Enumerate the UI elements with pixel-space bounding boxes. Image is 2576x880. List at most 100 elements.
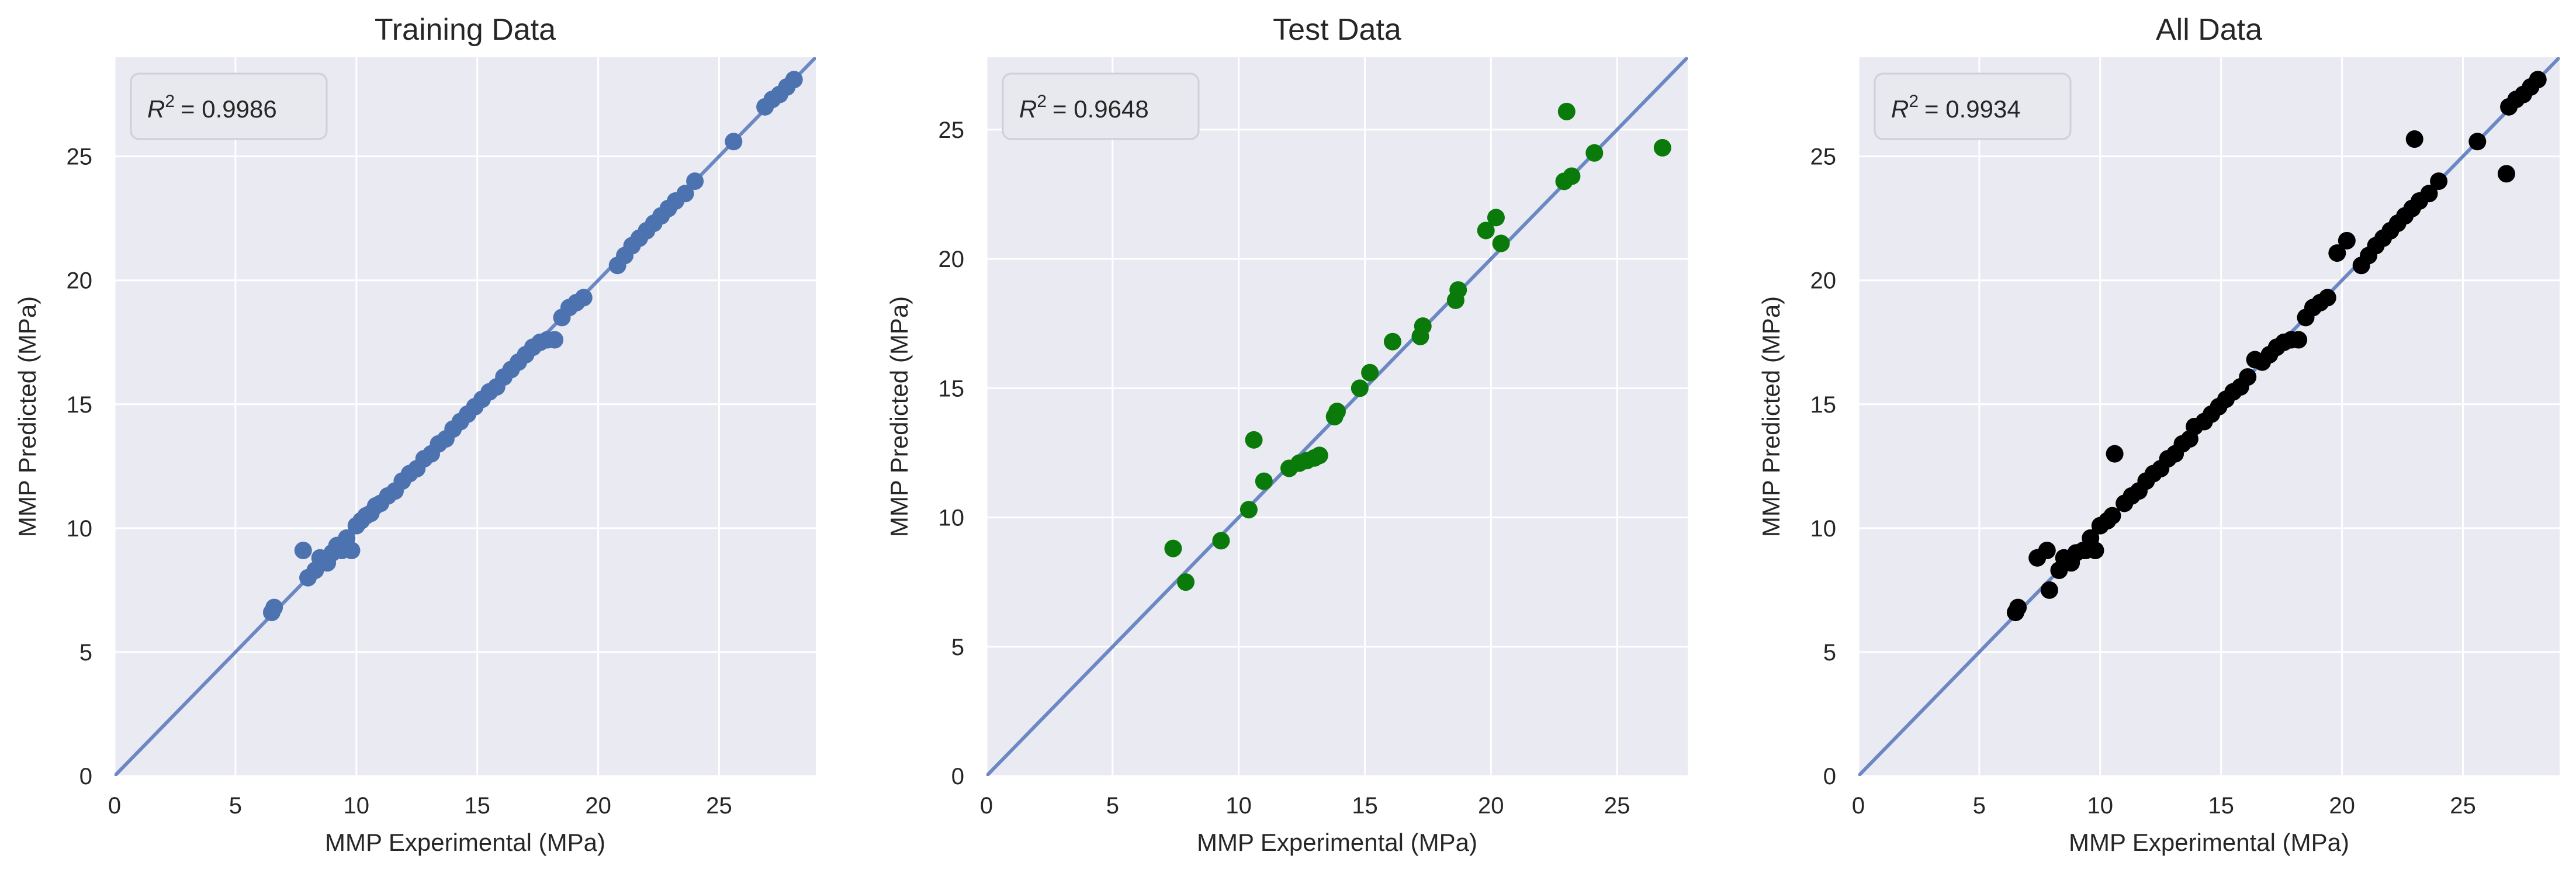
data-point (1585, 144, 1604, 162)
data-point (785, 71, 803, 89)
data-point (2086, 542, 2104, 560)
chart-panel-3: 0 5 10 15 20 25 0 5 10 15 20 25 All Data MMP Experime… (1757, 13, 2560, 856)
y-tick-label: 15 (67, 392, 93, 418)
data-point (2106, 445, 2124, 463)
x-tick-label: 0 (108, 793, 121, 819)
r2-annotation: R2 = 0.9934 (1891, 92, 2021, 123)
data-point (2318, 289, 2336, 307)
r2-exponent: 2 (1037, 92, 1047, 111)
y-tick-label: 0 (79, 764, 92, 789)
scatter-points (262, 71, 803, 622)
x-tick-label: 0 (1852, 793, 1865, 819)
data-point (1212, 532, 1230, 550)
data-point (725, 133, 743, 151)
data-point (546, 331, 564, 349)
data-point (2338, 231, 2356, 250)
y-tick-label: 20 (939, 247, 965, 272)
data-point (676, 185, 694, 203)
y-tick-label: 20 (1810, 268, 1837, 294)
x-tick-label: 15 (464, 793, 490, 819)
r2-exponent: 2 (165, 92, 175, 111)
r2-annotation-box (1002, 72, 1200, 140)
scatter-points (1164, 102, 1671, 591)
r2-symbol: R (1891, 95, 1909, 123)
r2-value: = 0.9986 (181, 95, 277, 123)
data-point (2529, 71, 2547, 89)
r2-value: = 0.9934 (1924, 95, 2021, 123)
data-point (686, 172, 704, 190)
r2-symbol: R (147, 95, 165, 123)
x-tick-label: 15 (2208, 793, 2234, 819)
r2-value: = 0.9648 (1052, 95, 1149, 123)
y-tick-label: 15 (1810, 392, 1837, 418)
y-axis-label: MMP Predicted (MPa) (1757, 296, 1785, 537)
x-tick-label: 25 (2450, 793, 2476, 819)
data-point (2038, 542, 2056, 560)
x-tick-label: 5 (1973, 793, 1986, 819)
x-tick-label: 10 (2087, 793, 2114, 819)
x-tick-label: 10 (1225, 793, 1252, 819)
r2-annotation: R2 = 0.9648 (1019, 92, 1149, 123)
data-point (1449, 281, 1467, 299)
data-point (574, 289, 593, 307)
x-tick-label: 0 (980, 793, 993, 819)
data-point (1653, 138, 1671, 157)
y-tick-label: 10 (939, 505, 965, 531)
data-point (2328, 244, 2346, 262)
data-point (1563, 167, 1581, 185)
y-tick-label: 25 (939, 117, 965, 143)
data-point (2468, 133, 2487, 151)
data-point (265, 598, 283, 616)
data-point (2430, 172, 2448, 190)
data-point (1239, 501, 1258, 519)
data-point (2497, 165, 2515, 183)
data-point (1557, 102, 1576, 120)
x-axis-label: MMP Experimental (MPa) (1197, 829, 1477, 856)
data-point (1361, 363, 1379, 382)
x-tick-label: 5 (229, 793, 242, 819)
data-point (1487, 209, 1505, 227)
data-point (2290, 331, 2308, 349)
chart-title: Test Data (1273, 13, 1401, 47)
data-point (1177, 573, 1195, 591)
chart-title: All Data (2156, 13, 2262, 47)
r2-annotation-box (130, 72, 328, 140)
x-tick-label: 25 (706, 793, 732, 819)
data-point (1255, 472, 1273, 490)
data-point (1245, 431, 1263, 449)
y-tick-label: 20 (67, 268, 93, 294)
data-point (2405, 130, 2423, 148)
scatter-points (2006, 71, 2547, 622)
y-tick-label: 15 (939, 376, 965, 401)
chart-panel-1: 0 5 10 15 20 25 0 5 10 15 20 25 Training Data MMP Exp… (13, 13, 816, 856)
x-axis-label: MMP Experimental (MPa) (325, 829, 605, 856)
y-tick-label: 10 (67, 516, 93, 542)
x-tick-label: 10 (344, 793, 370, 819)
y-tick-label: 5 (1823, 640, 1836, 666)
data-point (1310, 446, 1328, 465)
x-tick-label: 25 (1604, 793, 1630, 819)
data-point (342, 542, 361, 560)
data-point (294, 542, 312, 560)
r2-exponent: 2 (1909, 92, 1919, 111)
y-tick-label: 5 (951, 635, 964, 660)
r2-symbol: R (1019, 95, 1037, 123)
data-point (2239, 368, 2257, 386)
r2-annotation: R2 = 0.9986 (147, 92, 277, 123)
data-point (1492, 234, 1510, 252)
chart-panel-2: 0 5 10 15 20 25 0 5 10 15 20 25 Test Data MMP Experim… (885, 13, 1688, 856)
x-tick-label: 20 (1478, 793, 1504, 819)
chart-title: Training Data (375, 13, 556, 47)
y-axis-label: MMP Predicted (MPa) (885, 296, 913, 537)
data-point (2103, 507, 2121, 525)
y-tick-label: 5 (79, 640, 92, 666)
data-point (2040, 581, 2058, 599)
data-point (1351, 379, 1369, 397)
data-point (1164, 539, 1182, 557)
data-point (2009, 598, 2027, 616)
data-point (1328, 403, 1346, 421)
y-tick-label: 0 (1823, 764, 1836, 789)
data-point (1414, 317, 1432, 335)
y-axis-label: MMP Predicted (MPa) (13, 296, 41, 537)
